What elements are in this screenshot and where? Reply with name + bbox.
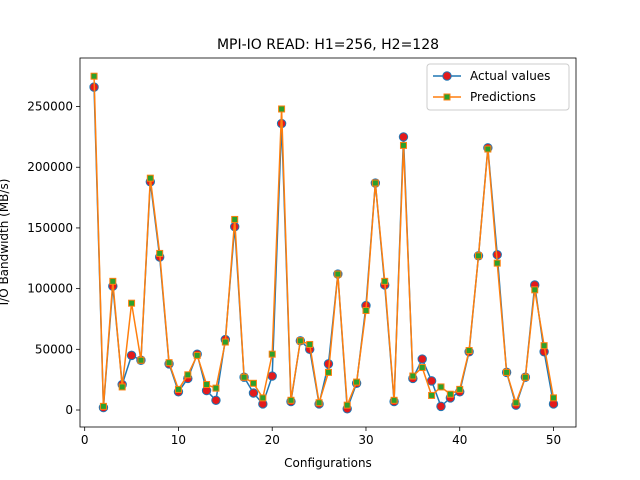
x-tick-label: 10 — [171, 433, 186, 447]
series-markers-2 — [90, 72, 557, 410]
y-tick-label: 200000 — [27, 160, 73, 174]
data-point — [549, 394, 557, 402]
data-point — [398, 132, 409, 142]
data-point — [287, 396, 295, 404]
legend-marker-1 — [442, 71, 452, 81]
data-point — [212, 384, 220, 392]
data-point — [324, 368, 332, 376]
data-point — [203, 381, 211, 389]
y-axis-title: I/O Bandwidth (MB/s) — [0, 179, 11, 306]
data-point — [521, 373, 529, 381]
data-point — [465, 347, 473, 355]
x-axis-title: Configurations — [284, 456, 372, 470]
legend-marker-2 — [443, 93, 451, 101]
data-point — [381, 277, 389, 285]
data-point — [126, 350, 137, 361]
data-point — [456, 385, 464, 393]
data-point — [362, 306, 370, 314]
data-point — [343, 401, 351, 409]
data-point — [165, 359, 173, 367]
data-point — [296, 337, 304, 345]
data-point — [436, 401, 446, 412]
data-point — [249, 379, 257, 387]
axes: 0 10 20 30 40 50 0 50000 100000 150000 200000 25000… — [27, 57, 577, 447]
data-point — [90, 72, 98, 80]
data-point — [278, 105, 286, 113]
data-point — [531, 286, 539, 294]
data-point — [474, 252, 482, 260]
legend: Actual values Predictions — [426, 63, 570, 111]
data-point — [211, 395, 221, 405]
y-tick-label: 150000 — [27, 221, 73, 235]
data-point — [426, 376, 437, 386]
y-tick-label: 0 — [65, 403, 73, 417]
x-tick-label: 0 — [81, 433, 89, 447]
plot-area — [89, 72, 559, 414]
data-point — [334, 270, 342, 278]
data-point — [137, 356, 145, 364]
data-point — [99, 402, 107, 410]
data-point — [417, 354, 427, 364]
x-tick-label: 30 — [358, 433, 373, 447]
data-point — [193, 351, 201, 359]
data-point — [418, 364, 426, 372]
legend-frame — [426, 63, 570, 111]
data-point — [156, 249, 164, 257]
data-point — [128, 299, 136, 307]
data-point — [221, 338, 229, 346]
y-tick-label: 100000 — [27, 282, 73, 296]
y-tick-label: 50000 — [35, 342, 73, 356]
data-point — [248, 388, 259, 398]
data-point — [109, 277, 117, 285]
x-tick-label: 20 — [265, 433, 280, 447]
chart-title: MPI-IO READ: H1=256, H2=128 — [217, 37, 439, 53]
x-tick-label: 50 — [546, 433, 561, 447]
data-point — [371, 179, 379, 187]
data-point — [353, 378, 361, 386]
data-point — [231, 215, 239, 223]
data-point — [267, 371, 277, 381]
series-line-2 — [93, 76, 555, 408]
data-point — [409, 372, 417, 380]
data-point — [493, 259, 501, 267]
data-point — [306, 340, 314, 348]
data-point — [540, 342, 548, 350]
data-point — [484, 145, 492, 153]
data-point — [512, 399, 520, 407]
data-point — [315, 399, 323, 407]
data-point — [268, 350, 276, 358]
data-point — [428, 391, 436, 399]
data-point — [174, 385, 182, 393]
y-tick-label: 250000 — [27, 100, 73, 114]
data-point — [118, 383, 126, 391]
data-point — [399, 141, 407, 149]
legend-label-1: Actual values — [470, 69, 550, 83]
x-tick-label: 40 — [452, 433, 467, 447]
data-point — [146, 174, 154, 182]
data-point — [446, 390, 454, 398]
data-point — [437, 383, 445, 391]
data-point — [259, 394, 267, 402]
axes-frame — [79, 57, 577, 428]
data-point — [390, 396, 398, 404]
legend-label-2: Predictions — [470, 90, 536, 104]
data-point — [240, 373, 248, 381]
data-point — [184, 371, 192, 379]
data-point — [503, 368, 511, 376]
